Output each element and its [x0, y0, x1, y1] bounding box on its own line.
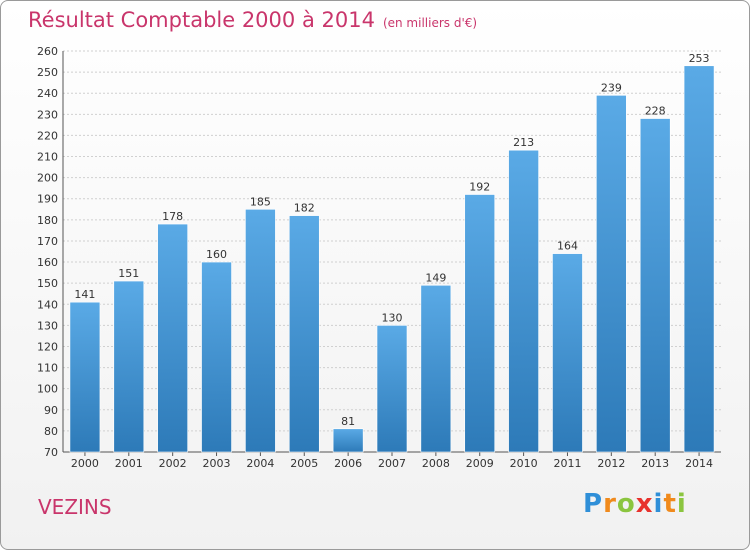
proxiti-logo: Proxiti	[583, 489, 687, 519]
bar	[201, 261, 232, 453]
bar	[596, 95, 627, 453]
bar-value-label: 160	[206, 248, 227, 261]
bar-value-label: 130	[382, 311, 403, 324]
bar	[245, 208, 276, 453]
commune-name: VEZINS	[38, 495, 112, 519]
y-tick-label: 180	[37, 214, 58, 227]
y-tick-label: 200	[37, 172, 58, 185]
x-tick-label: 2002	[159, 457, 187, 470]
bar-value-label: 149	[425, 271, 446, 284]
y-tick-label: 140	[37, 298, 58, 311]
y-tick-label: 190	[37, 193, 58, 206]
bar	[464, 194, 496, 453]
chart-title: Résultat Comptable 2000 à 2014 (en millie…	[28, 8, 477, 32]
bar	[157, 223, 188, 453]
bar	[332, 428, 364, 453]
bar	[552, 253, 583, 453]
y-tick-label: 240	[37, 87, 58, 100]
y-tick-label: 120	[37, 340, 58, 353]
x-tick-label: 2011	[553, 457, 581, 470]
y-tick-label: 70	[44, 446, 58, 459]
x-tick-label: 2003	[203, 457, 231, 470]
x-tick-label: 2006	[334, 457, 362, 470]
x-tick-label: 2014	[685, 457, 713, 470]
x-tick-label: 2000	[71, 457, 99, 470]
x-tick-label: 2008	[422, 457, 450, 470]
bar-value-label: 228	[645, 105, 666, 118]
x-tick-label: 2010	[510, 457, 538, 470]
bar	[639, 118, 671, 453]
bars	[69, 65, 715, 453]
bar	[69, 301, 101, 453]
y-tick-label: 170	[37, 235, 58, 248]
x-tick-label: 2007	[378, 457, 406, 470]
bar-value-label: 185	[250, 195, 271, 208]
y-tick-label: 130	[37, 319, 58, 332]
y-tick-label: 110	[37, 362, 58, 375]
y-tick-label: 210	[37, 151, 58, 164]
x-tick-label: 2012	[597, 457, 625, 470]
y-tick-label: 90	[44, 404, 58, 417]
bar-value-label: 141	[74, 288, 95, 301]
bar-value-label: 253	[689, 52, 710, 65]
x-tick-label: 2001	[115, 457, 143, 470]
y-tick-label: 260	[37, 45, 58, 58]
bar-value-label: 164	[557, 240, 578, 253]
y-tick-label: 100	[37, 383, 58, 396]
bar-value-label: 182	[294, 202, 315, 215]
bar-value-label: 81	[341, 415, 355, 428]
bar	[420, 284, 452, 453]
x-tick-label: 2004	[246, 457, 274, 470]
bar	[508, 149, 539, 453]
y-tick-label: 150	[37, 277, 58, 290]
bar-value-label: 213	[513, 136, 534, 149]
x-tick-label: 2013	[641, 457, 669, 470]
y-tick-label: 160	[37, 256, 58, 269]
bar-value-label: 239	[601, 81, 622, 94]
labels: 7080901001101201301401501601701801902002…	[37, 45, 713, 470]
bar	[683, 65, 715, 453]
x-tick-label: 2009	[466, 457, 494, 470]
bar	[288, 215, 320, 453]
y-tick-label: 230	[37, 108, 58, 121]
bar-value-label: 151	[118, 267, 139, 280]
unit-label: (en milliers d'€)	[382, 16, 478, 30]
x-tick-label: 2005	[290, 457, 318, 470]
bar-value-label: 192	[469, 181, 490, 194]
bar	[113, 280, 145, 453]
y-tick-label: 220	[37, 129, 58, 142]
y-tick-label: 250	[37, 66, 58, 79]
bar-value-label: 178	[162, 210, 183, 223]
title-text: Résultat Comptable 2000 à 2014	[28, 8, 375, 32]
y-tick-label: 80	[44, 425, 58, 438]
bar	[376, 325, 408, 453]
